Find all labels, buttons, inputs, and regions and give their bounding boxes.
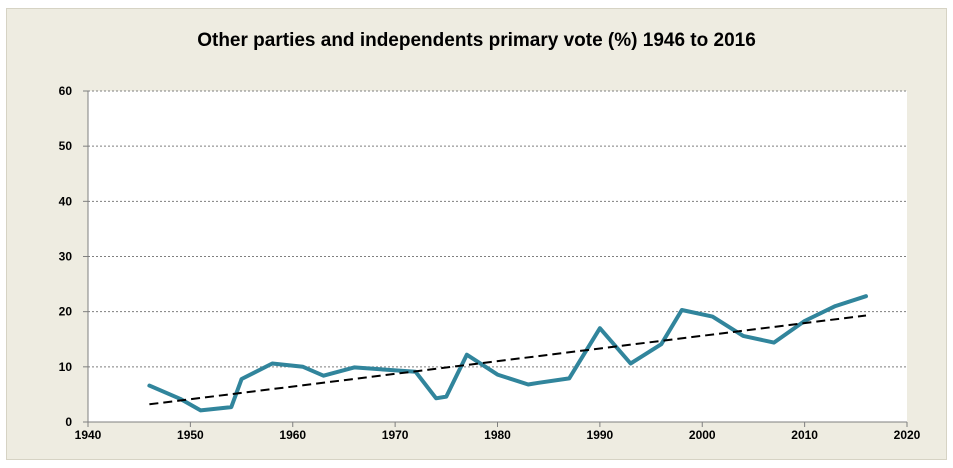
y-tick-label: 60 xyxy=(59,84,73,98)
trend-line xyxy=(149,314,867,406)
vote-series-line xyxy=(147,294,868,413)
x-tick-label: 2010 xyxy=(791,428,818,442)
y-tick-label: 50 xyxy=(59,139,73,153)
y-tick-label: 30 xyxy=(59,250,73,264)
x-tick-label: 2000 xyxy=(689,428,716,442)
chart-title: Other parties and independents primary v… xyxy=(197,30,756,51)
x-tick-label: 1940 xyxy=(75,428,102,442)
y-tick-label: 40 xyxy=(59,194,73,208)
x-tick-label: 1970 xyxy=(382,428,409,442)
x-tick-label: 1960 xyxy=(279,428,306,442)
y-tick-label: 0 xyxy=(65,415,72,429)
x-tick-label: 2020 xyxy=(894,428,921,442)
y-tick-label: 20 xyxy=(59,305,73,319)
x-tick-label: 1950 xyxy=(177,428,204,442)
x-tick-label: 1980 xyxy=(484,428,511,442)
y-tick-label: 10 xyxy=(59,360,73,374)
x-tick-label: 1990 xyxy=(587,428,614,442)
